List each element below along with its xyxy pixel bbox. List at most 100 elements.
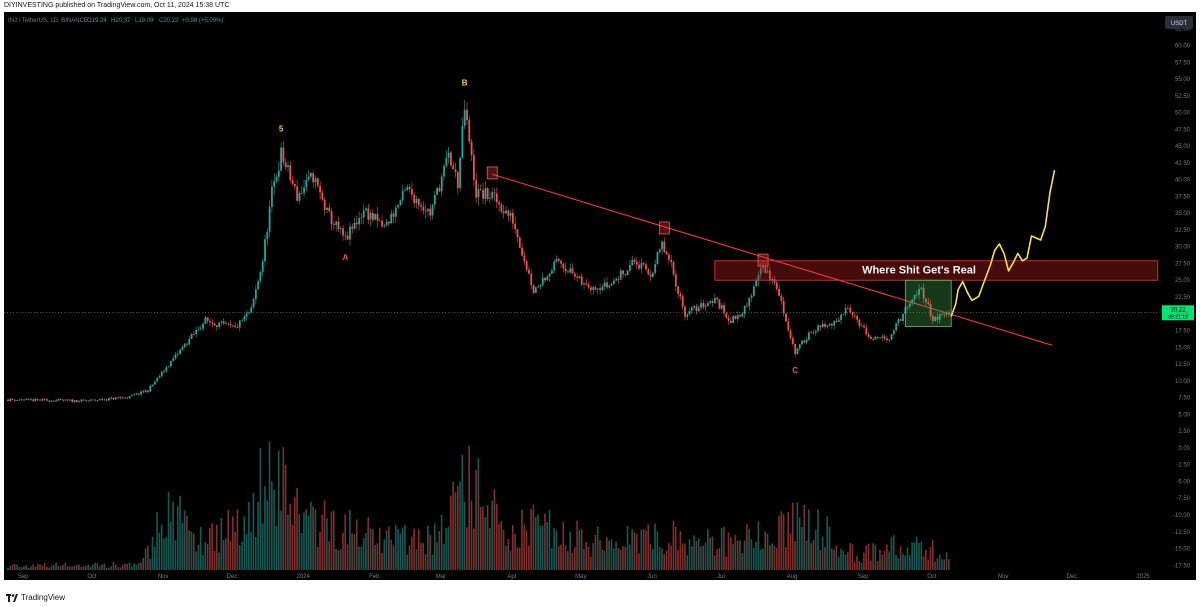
candle-body <box>114 397 117 400</box>
candle-body <box>658 249 661 253</box>
y-tick-label: 32.50 <box>1175 228 1191 234</box>
volume-bar <box>941 559 943 570</box>
tradingview-logo[interactable]: TradingView <box>6 593 65 602</box>
x-tick-label: Dec <box>227 574 238 580</box>
legend-change: +0.98 (+5.09%) <box>182 18 223 24</box>
candle-body <box>603 282 606 287</box>
candle-body <box>321 192 324 200</box>
candle-body <box>479 189 482 191</box>
candle-body <box>202 323 204 329</box>
candle-body <box>66 399 69 401</box>
candle-body <box>945 312 948 315</box>
volume-bar <box>679 531 682 570</box>
candle-body <box>385 221 388 226</box>
candle-body <box>713 297 716 304</box>
candle-body <box>606 282 608 288</box>
candle-body <box>153 381 156 385</box>
candle-body <box>238 320 241 328</box>
volume-bar <box>66 565 69 570</box>
volume-bar <box>254 536 257 570</box>
volume-bar <box>197 544 200 570</box>
volume-bar <box>401 527 404 570</box>
chart-pane[interactable]: Where Shit Get's Real 5 B A C 20.22 08:21:18 6… <box>4 12 1196 580</box>
candle-body <box>23 399 25 401</box>
candle-body <box>369 212 372 220</box>
candle-body <box>596 288 599 290</box>
volume-bar <box>98 566 101 570</box>
volume-bar <box>41 565 44 570</box>
candle-body <box>126 397 129 399</box>
volume-bar <box>612 548 615 570</box>
candle-body <box>326 207 328 210</box>
volume-bar <box>87 564 90 570</box>
volume-bar <box>151 536 154 570</box>
candle-body <box>268 206 271 232</box>
volume-bar <box>686 555 689 570</box>
candle-body <box>176 353 179 355</box>
publisher-text: DIYINVESTING published on TradingView.co… <box>4 2 230 9</box>
volume-bar <box>27 567 30 570</box>
volume-bar <box>906 547 909 570</box>
volume-bar <box>59 566 62 570</box>
candle-body <box>718 299 721 309</box>
candle-body <box>337 221 340 230</box>
x-tick-label: Feb <box>369 574 380 580</box>
candle-body <box>234 325 237 327</box>
volume-bar <box>787 512 789 570</box>
candle-body <box>853 315 856 317</box>
candle-body <box>796 348 799 355</box>
candle-body <box>592 287 595 291</box>
volume-bar <box>929 547 932 570</box>
volume-bar <box>367 517 370 570</box>
volume-bar <box>376 543 379 570</box>
candle-body <box>351 226 354 229</box>
candle-body <box>142 391 145 393</box>
y-tick-label: 12.50 <box>1175 362 1191 368</box>
candle-body <box>213 323 216 326</box>
candle-body <box>569 268 572 273</box>
candle-body <box>814 330 817 333</box>
candle-body <box>794 343 797 355</box>
candle-body <box>165 367 168 372</box>
volume-bar <box>78 564 80 570</box>
candle-body <box>716 297 719 300</box>
candle-body <box>670 259 673 263</box>
volume-bar <box>89 566 92 570</box>
volume-bar <box>96 563 99 570</box>
candle-body <box>622 270 624 275</box>
price-axis[interactable]: 62.50 60.00 57.50 55.00 52.50 50.00 47.50 45.00… <box>1165 16 1193 569</box>
volume-bar <box>819 549 822 570</box>
candle-body <box>654 264 657 273</box>
zone-annotation: Where Shit Get's Real <box>862 265 976 277</box>
candle-body <box>580 276 583 285</box>
time-axis[interactable]: Sep Oct Nov Dec 2024 Feb Mar Apr May Jun Jul Aug Sep… <box>18 574 1151 580</box>
volume-bar <box>576 520 578 570</box>
volume-bar <box>681 543 684 570</box>
volume-bar <box>619 549 622 570</box>
x-tick-label: Aug <box>787 574 798 580</box>
candle-body <box>319 185 322 193</box>
candle-body <box>498 202 501 205</box>
volume-bar <box>778 515 780 570</box>
candle-body <box>190 333 193 339</box>
volume-bar <box>215 524 218 570</box>
candle-body <box>656 252 659 265</box>
y-tick-label: 7.50 <box>1178 396 1190 402</box>
volume-bar <box>707 528 709 570</box>
volume-bar <box>50 565 53 570</box>
volume-bar <box>64 562 67 570</box>
candle-body <box>316 178 319 186</box>
candle-body <box>665 252 668 255</box>
volume-bar <box>57 565 60 570</box>
x-tick-label: Jun <box>647 574 657 580</box>
candle-body <box>82 399 85 401</box>
x-tick-label: Sep <box>18 574 29 580</box>
candle-body <box>204 317 207 324</box>
volume-bar <box>211 523 213 570</box>
candle-body <box>459 157 462 189</box>
volume-bar <box>259 447 262 570</box>
candle-body <box>741 313 744 317</box>
volume-bar <box>147 545 149 570</box>
volume-bar <box>142 557 145 570</box>
